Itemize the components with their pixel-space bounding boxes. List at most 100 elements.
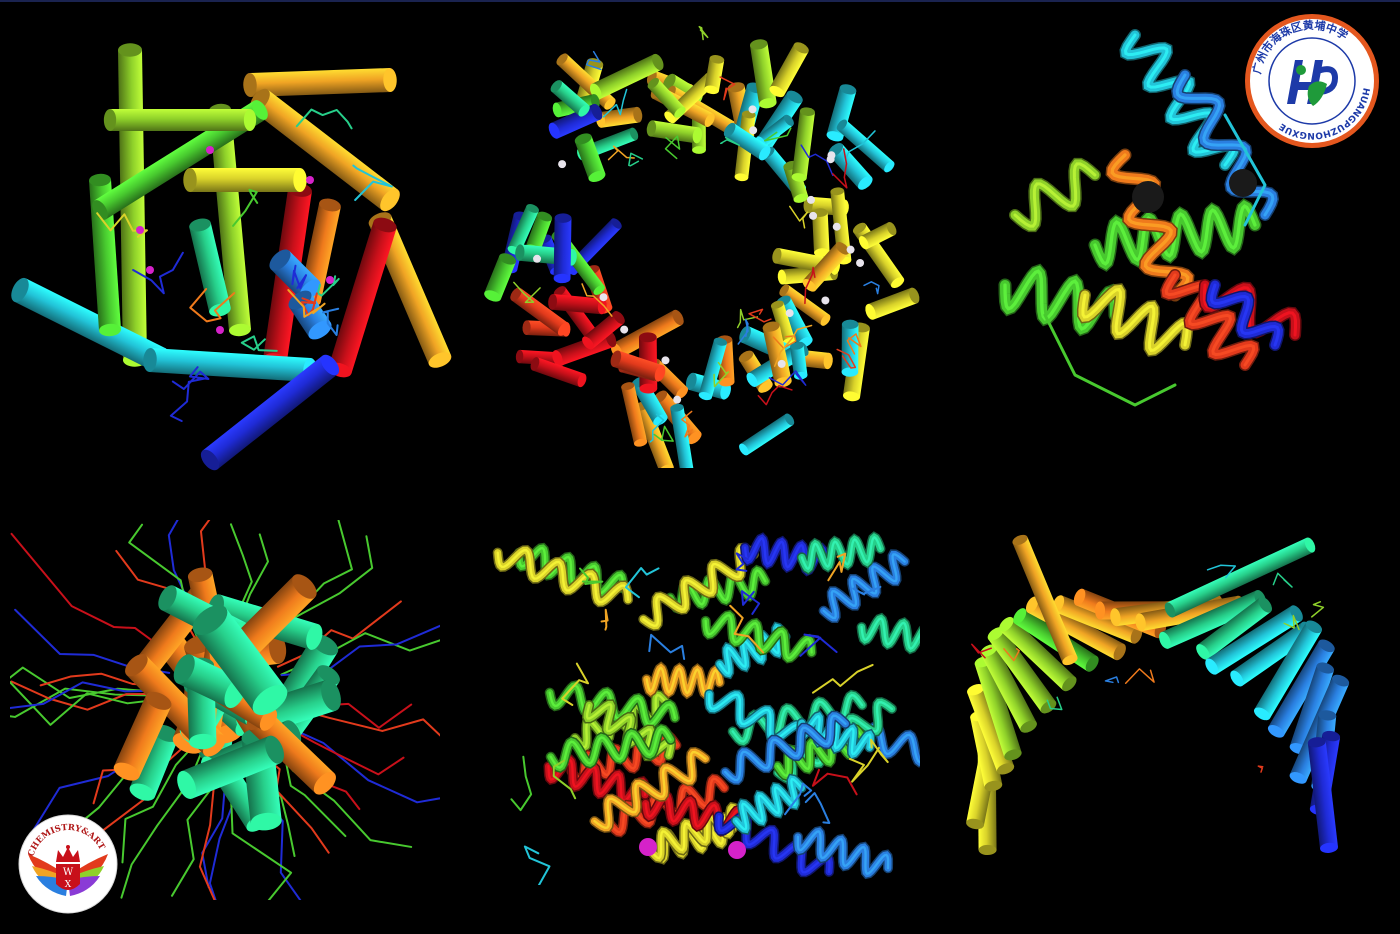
- helix-cylinder: [836, 119, 895, 173]
- helix-cylinder: [812, 208, 830, 257]
- loop-coil: [698, 25, 709, 41]
- helix-cylinder: [1012, 534, 1078, 666]
- helix-cylinder: [530, 357, 587, 388]
- loop-coil: [664, 135, 681, 160]
- loop-coil: [757, 385, 793, 406]
- helix-cylinder: [999, 616, 1077, 692]
- loop-coil: [831, 148, 848, 189]
- ligand-atom: [821, 296, 830, 305]
- helix-cylinder: [621, 382, 648, 447]
- helix-cylinder: [739, 413, 795, 456]
- helix-cylinder: [858, 221, 897, 250]
- metal-ion: [639, 838, 657, 856]
- loop-coil: [291, 264, 308, 290]
- helix-cylinder: [1307, 737, 1338, 853]
- helix-cylinder: [769, 42, 809, 98]
- helix-ribbon: [720, 710, 851, 786]
- metal-ion: [1132, 181, 1164, 213]
- loop-coil: [1272, 572, 1293, 588]
- helix-cylinder: [779, 284, 831, 326]
- helix-cylinder: [177, 735, 284, 800]
- ligand-atom: [749, 126, 758, 135]
- helix-ribbon: [796, 531, 886, 575]
- loop-coil: [10, 680, 167, 711]
- protein-ribbon-globular: [985, 15, 1315, 415]
- ligand-atom: [558, 160, 567, 169]
- protein-ring-assembly-canvas: [484, 25, 920, 468]
- helix-ribbon: [731, 773, 807, 835]
- loop-coil: [287, 289, 326, 318]
- loop-coil: [624, 567, 660, 599]
- helix-cylinder: [143, 348, 317, 382]
- ligand-atom: [136, 226, 144, 234]
- helix-cylinder: [802, 241, 850, 292]
- hp-monogram-icon: [1287, 60, 1339, 106]
- loop-coil: [295, 108, 353, 130]
- loop-coil: [848, 746, 880, 783]
- loop-coil: [729, 604, 765, 654]
- ligand-atom: [832, 222, 841, 231]
- loop-coil: [748, 308, 772, 323]
- loop-coil: [10, 666, 167, 700]
- loop-coil: [321, 307, 340, 336]
- loop-coil: [1311, 601, 1325, 618]
- helix-ribbon: [589, 746, 711, 833]
- loop-coil: [772, 335, 797, 349]
- ligand-atom: [146, 266, 154, 274]
- loop-coil: [852, 585, 882, 596]
- loop-coil: [1104, 676, 1120, 684]
- loop-coil: [10, 681, 167, 709]
- loop-coil: [1223, 113, 1267, 227]
- loop-coil: [846, 333, 862, 355]
- helix-cylinder: [1205, 605, 1303, 675]
- chemistry-art-badge: CHEMISTRY&ART W X: [18, 814, 118, 914]
- ligand-atom: [326, 276, 334, 284]
- helix-ribbon: [1009, 157, 1101, 233]
- loop-coil: [10, 680, 167, 726]
- loop-coil: [804, 266, 816, 305]
- helix-cylinder: [113, 691, 172, 781]
- metal-ion: [728, 841, 746, 859]
- loop-coil: [510, 755, 533, 812]
- loop-coil: [1283, 614, 1300, 631]
- loop-coil: [827, 552, 847, 582]
- loop-coil: [735, 552, 749, 572]
- loop-coil: [277, 721, 405, 776]
- ligand-atom: [673, 395, 682, 404]
- loop-coil: [171, 366, 210, 390]
- helix-cylinder: [826, 84, 857, 142]
- loop-coil: [804, 792, 831, 824]
- helix-cylinder: [103, 109, 257, 131]
- protein-ribbon-dimer: [470, 525, 920, 885]
- helix-cylinder: [841, 319, 859, 377]
- crown-icon: [56, 845, 80, 862]
- loop-coil: [189, 288, 236, 323]
- protein-cylinder-bundle-canvas: [10, 520, 440, 900]
- loop-coil: [800, 144, 834, 177]
- loop-coil: [10, 532, 179, 660]
- helix-ribbon: [1160, 269, 1260, 371]
- loop-coil: [600, 608, 609, 631]
- helix-cylinder: [484, 253, 517, 302]
- loop-coil: [1206, 564, 1237, 579]
- helix-ribbon: [796, 710, 876, 761]
- shield-icon: [56, 864, 80, 890]
- loop-coil: [653, 425, 674, 442]
- loop-coil: [1003, 647, 1020, 662]
- helix-ribbon: [545, 723, 676, 774]
- protein-cylinder-barrel: [10, 30, 460, 480]
- helix-ribbon: [1105, 148, 1195, 302]
- loop-coil: [649, 413, 665, 443]
- helix-cylinder: [589, 53, 664, 100]
- helix-cylinder: [723, 122, 771, 161]
- helix-cylinder: [670, 403, 694, 468]
- loop-coil: [602, 88, 628, 118]
- loop-coil: [648, 633, 686, 661]
- loop-coil: [1046, 696, 1063, 711]
- loop-coil: [132, 251, 184, 295]
- monogram-w: W: [63, 867, 74, 878]
- helix-cylinder: [89, 173, 121, 337]
- helix-ribbon: [700, 609, 817, 664]
- loop-coil: [561, 662, 590, 706]
- loop-coil: [719, 76, 736, 101]
